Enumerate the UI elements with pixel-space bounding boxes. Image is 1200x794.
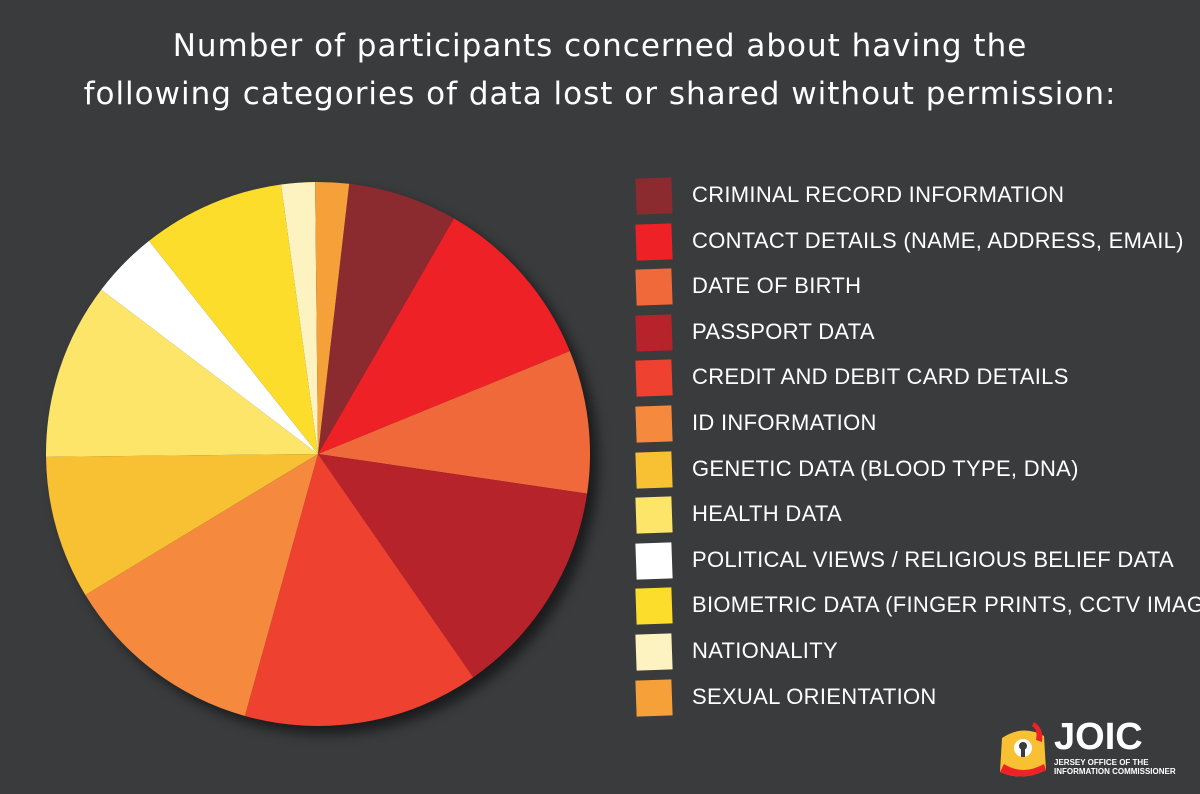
logo-subtitle-line-2: INFORMATION COMMISSIONER xyxy=(1054,767,1176,776)
joic-lock-icon xyxy=(1000,722,1046,777)
pie-slices xyxy=(46,182,591,726)
legend-swatch xyxy=(635,587,673,625)
chart-title-line-1: Number of participants concerned about h… xyxy=(172,28,1028,64)
pie-slice-4 xyxy=(244,454,474,726)
pie-slice-6 xyxy=(46,454,319,595)
legend-label: PASSPORT DATA xyxy=(692,318,875,344)
logo-subtitle: JERSEY OFFICE OF THE INFORMATION COMMISS… xyxy=(1054,758,1194,776)
legend-swatch xyxy=(635,359,673,397)
pie-slice-0 xyxy=(318,183,454,455)
legend-label: CONTACT DETAILS (NAME, ADDRESS, EMAIL) xyxy=(692,227,1184,253)
joic-logo: JOIC JERSEY OFFICE OF THE INFORMATION CO… xyxy=(996,716,1186,786)
legend-swatch xyxy=(635,678,673,717)
legend-swatch xyxy=(635,177,673,215)
pie-slice-7 xyxy=(46,289,318,457)
legend-swatch xyxy=(635,268,673,306)
pie-slice-9 xyxy=(149,184,318,454)
legend-swatch xyxy=(635,222,673,261)
pie-slice-11 xyxy=(315,182,350,454)
legend-label: ID INFORMATION xyxy=(692,409,877,435)
pie-slice-8 xyxy=(101,240,318,454)
legend-swatch xyxy=(635,633,673,671)
pie-slice-1 xyxy=(318,218,570,454)
legend-swatch xyxy=(635,450,673,489)
logo-name: JOIC xyxy=(1054,716,1143,758)
logo-subtitle-line-1: JERSEY OFFICE OF THE xyxy=(1054,758,1149,767)
legend-label: HEALTH DATA xyxy=(692,501,842,527)
chart-title: Number of participants concerned about h… xyxy=(0,22,1200,118)
legend-label: DATE OF BIRTH xyxy=(692,273,862,299)
legend-swatch xyxy=(635,405,673,443)
legend-swatch xyxy=(635,542,673,580)
pie-slice-5 xyxy=(85,454,319,716)
legend-label: CRIMINAL RECORD INFORMATION xyxy=(692,182,1065,207)
legend-label: NATIONALITY xyxy=(692,637,838,663)
pie-slice-3 xyxy=(318,454,588,678)
legend-label: SEXUAL ORIENTATION xyxy=(692,683,937,709)
legend-label: GENETIC DATA (BLOOD TYPE, DNA) xyxy=(692,455,1079,481)
legend-label: POLITICAL VIEWS / RELIGIOUS BELIEF DATA xyxy=(692,546,1174,572)
legend-label: BIOMETRIC DATA (FINGER PRINTS, CCTV IMAG… xyxy=(692,592,1200,618)
chart-title-line-2: following categories of data lost or sha… xyxy=(83,76,1117,112)
pie-slice-2 xyxy=(318,351,591,494)
pie-chart xyxy=(46,182,598,734)
legend-swatch xyxy=(635,314,673,352)
legend-label: CREDIT AND DEBIT CARD DETAILS xyxy=(692,364,1069,390)
legend-swatch xyxy=(635,496,673,534)
pie-slice-10 xyxy=(281,182,318,454)
